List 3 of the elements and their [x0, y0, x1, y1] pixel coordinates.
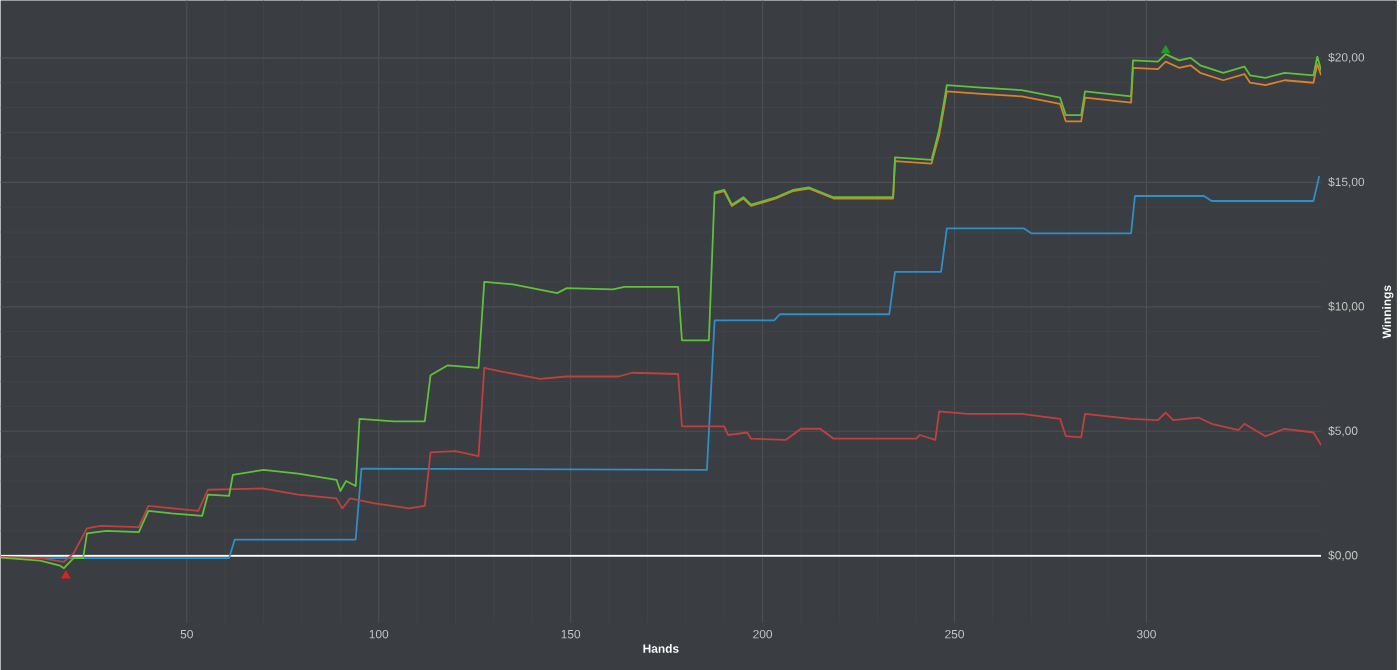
line-series — [713, 60, 1322, 207]
line-series — [39, 174, 1321, 559]
line-series — [0, 366, 1322, 563]
